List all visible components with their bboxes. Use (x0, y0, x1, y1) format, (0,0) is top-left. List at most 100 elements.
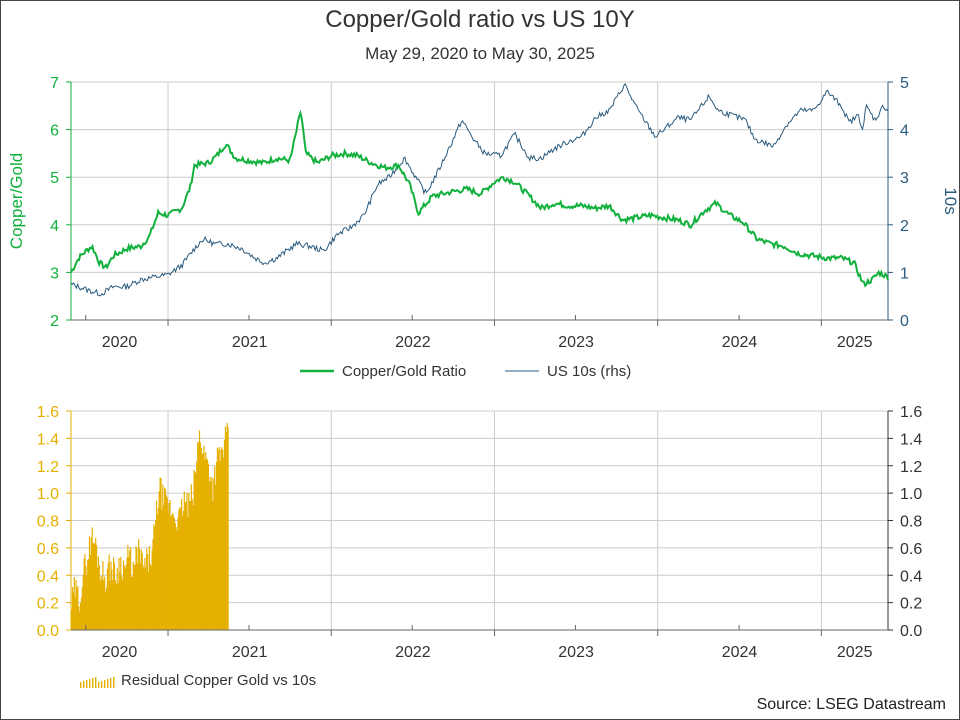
bottom-axes: 0.0 0.2 0.4 0.6 0.8 1.0 1.2 1.4 1.6 0.0 0.2 0.4 0.6 0… (37, 404, 923, 661)
residual-bar-2020-10-30 (139, 563, 142, 630)
residual-bar-2021-04-08 (211, 476, 213, 630)
residual-bar-2020-06-18 (79, 603, 82, 630)
bottom-x-tick-label: 2023 (558, 644, 594, 661)
residual-bar-2020-06-24 (82, 575, 84, 630)
residual-bar-2021-05-14 (227, 427, 229, 630)
top-x-tick-label: 2025 (837, 334, 873, 351)
top-grid (71, 81, 888, 320)
residual-bar-2020-09-12 (118, 558, 120, 630)
bottom-y-left-tick-label: 1.6 (37, 404, 59, 421)
residual-bar-2021-02-17 (189, 500, 191, 630)
residual-bar-2021-04-02 (208, 481, 210, 630)
bottom-y-left-tick-label: 1.0 (37, 486, 59, 503)
residual-bar-2020-12-19 (162, 484, 164, 630)
residual-bar-2021-01-26 (179, 507, 181, 630)
residual-bar-2021-01-04 (169, 500, 171, 630)
residual-bar-2020-07-04 (87, 559, 89, 630)
residual-bar-2020-08-03 (100, 576, 102, 630)
residual-bar-2020-08-07 (102, 561, 104, 630)
bottom-y-left-tick-label: 0.2 (37, 596, 59, 613)
residual-bar-2020-08-09 (103, 580, 105, 630)
chart-subtitle: May 29, 2020 to May 30, 2025 (365, 44, 595, 63)
residual-bar-2021-01-16 (174, 522, 176, 630)
top-y-right-tick-label: 2 (900, 218, 909, 235)
top-legend: Copper/Gold Ratio US 10s (rhs) (300, 363, 631, 380)
legend-swatch-bar (101, 681, 103, 688)
residual-bar-2020-09-24 (123, 565, 125, 630)
residual-bar-2020-06-20 (80, 597, 82, 630)
residual-bar-2020-10-12 (131, 576, 133, 630)
residual-bar-2020-09-26 (124, 568, 126, 630)
legend-label-us-10s: US 10s (rhs) (547, 363, 631, 380)
residual-bar-2020-08-11 (104, 576, 106, 630)
residual-bar-2020-06-12 (77, 586, 79, 630)
residual-bar-2020-12-21 (163, 504, 165, 630)
residual-bar-2020-08-19 (107, 562, 109, 630)
residual-bar-2020-11-07 (143, 568, 145, 630)
residual-bar-2020-11-01 (140, 549, 142, 630)
top-y-left-label: Copper/Gold (7, 153, 26, 249)
residual-bar-2021-02-09 (185, 502, 187, 630)
residual-bar-2020-07-06 (88, 558, 90, 630)
bottom-y-right-tick-label: 1.2 (900, 459, 922, 476)
residual-bar-2021-04-18 (215, 461, 218, 630)
residual-bar-2021-03-17 (201, 454, 203, 630)
residual-bar-2020-10-24 (137, 563, 139, 630)
top-y-left-tick-label: 6 (50, 123, 59, 140)
residual-bar-2021-01-12 (173, 515, 175, 630)
bottom-x-tick-label: 2021 (232, 644, 268, 661)
residual-bar-2020-09-20 (122, 579, 124, 630)
residual-bar-2020-12-25 (164, 489, 167, 630)
residual-bar-2020-08-13 (105, 591, 107, 630)
residual-bar-2021-04-22 (217, 450, 219, 630)
residual-bar-2021-01-30 (181, 498, 183, 630)
residual-bar-2020-07-14 (91, 527, 93, 630)
top-y-right-tick-label: 1 (900, 265, 909, 282)
chart-title: Copper/Gold ratio vs US 10Y (325, 6, 635, 33)
residual-bar-2020-06-22 (81, 587, 83, 630)
residual-bar-2020-06-28 (84, 554, 86, 630)
legend-swatch-bar (83, 681, 85, 688)
residual-bar-2020-11-15 (147, 554, 149, 630)
residual-bar-2020-10-16 (133, 564, 135, 630)
legend-swatch-bar (110, 678, 112, 688)
residual-bar-2020-07-20 (94, 544, 96, 630)
top-y-right-label: 10s (941, 187, 960, 214)
residual-bar-2020-11-11 (145, 567, 147, 630)
top-x-tick-label: 2021 (232, 334, 268, 351)
residual-bar-2021-04-24 (218, 447, 220, 630)
residual-bar-2020-10-28 (139, 548, 141, 630)
residual-bar-2020-07-22 (95, 537, 97, 630)
legend-swatch-residual (80, 677, 115, 688)
legend-swatch-bar (107, 679, 109, 688)
residual-bar-2020-08-23 (109, 580, 111, 630)
residual-bar-2021-03-31 (207, 463, 209, 630)
residual-bar-2021-03-19 (202, 452, 204, 630)
residual-bar-2020-06-08 (75, 580, 77, 630)
bottom-legend: Residual Copper Gold vs 10s (80, 672, 316, 689)
residual-bar-2020-10-04 (128, 556, 130, 630)
residual-bar-2020-06-30 (85, 566, 87, 630)
residual-bar-2021-04-10 (212, 501, 214, 630)
residual-bar-2020-08-05 (101, 579, 103, 630)
bottom-y-right-tick-label: 0.8 (900, 514, 922, 531)
residual-bar-2020-06-16 (79, 611, 81, 630)
residual-bar-2020-07-24 (96, 545, 98, 630)
bottom-y-right-tick-label: 0.6 (900, 541, 922, 558)
legend-swatch-bar (86, 680, 88, 688)
residual-bar-2021-03-09 (198, 442, 200, 630)
bottom-x-tick-label: 2024 (722, 644, 758, 661)
residual-bar-2020-07-16 (92, 543, 94, 630)
legend-swatch-bar (80, 682, 82, 688)
residual-bar-2020-08-15 (105, 587, 108, 630)
residual-bar-2020-11-27 (152, 539, 154, 630)
residual-bar-2021-05-10 (225, 431, 227, 630)
residual-bar-2020-10-20 (135, 546, 137, 630)
top-series (70, 82, 889, 297)
residual-bar-2020-06-14 (78, 606, 80, 630)
bottom-y-left-tick-label: 0.0 (37, 623, 59, 640)
top-y-right-tick-label: 0 (900, 313, 909, 330)
residual-bar-2020-09-14 (119, 572, 121, 630)
bottom-x-tick-label: 2022 (395, 644, 431, 661)
residual-bar-2020-10-06 (129, 550, 131, 630)
